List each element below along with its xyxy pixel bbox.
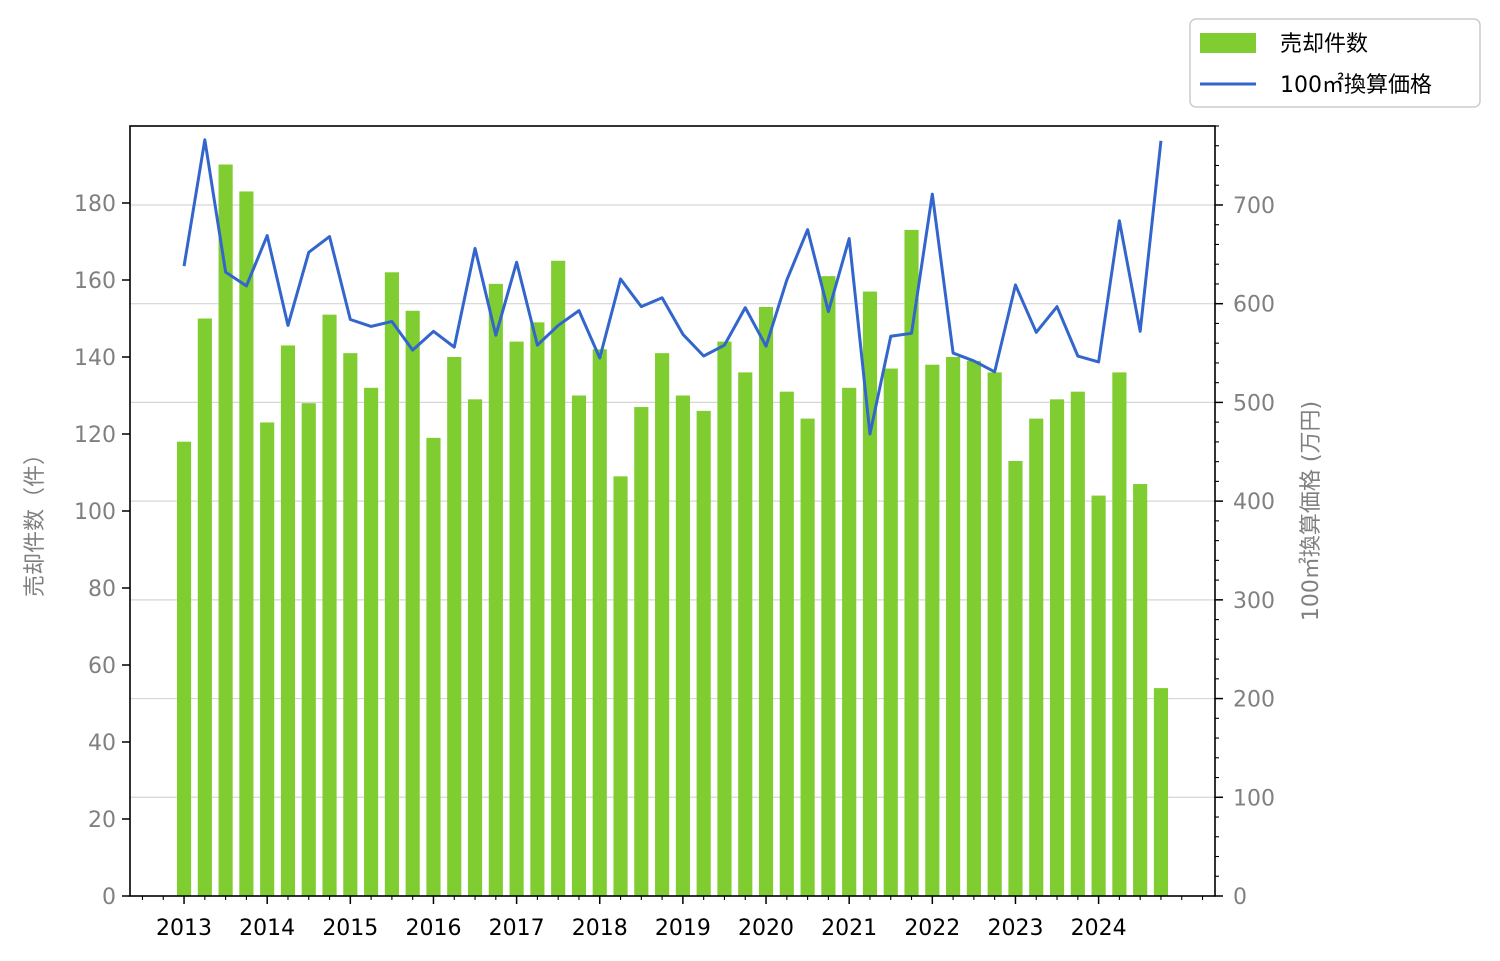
left-tick-label: 100 (74, 500, 116, 525)
bar (1008, 460, 1023, 896)
bar (176, 441, 192, 896)
right-axis-ticks: 0 100 200 300 400 500 600 700 (1215, 125, 1275, 910)
x-axis-ticks: 2013 2014 2015 2016 2017 2018 2019 2020 2021 2022… (141, 896, 1204, 941)
bar (904, 229, 919, 896)
left-axis-label: 売却件数（件） (23, 443, 48, 597)
bar (1091, 495, 1106, 896)
right-tick-label: 100 (1233, 786, 1275, 811)
left-tick-label: 20 (88, 808, 116, 833)
bar (467, 399, 483, 896)
bar (862, 291, 878, 896)
x-tick-label: 2021 (821, 916, 877, 941)
bar (488, 283, 503, 897)
bar (239, 191, 254, 896)
right-tick-label: 400 (1233, 490, 1275, 515)
legend-bar-swatch (1200, 33, 1256, 53)
bar (571, 395, 587, 896)
legend-box (1189, 18, 1481, 108)
bar (447, 357, 462, 896)
bar (758, 306, 774, 896)
bar (925, 364, 940, 896)
x-tick-label: 2020 (738, 916, 794, 941)
x-tick-label: 2024 (1071, 916, 1127, 941)
x-tick-label: 2022 (904, 916, 960, 941)
bar (260, 422, 275, 896)
bar (1070, 391, 1085, 896)
bar (509, 341, 524, 897)
bar (384, 272, 399, 896)
bar (800, 418, 815, 896)
bar (779, 391, 794, 896)
bar (322, 314, 337, 896)
bar (987, 372, 1002, 896)
bar (551, 260, 566, 896)
bar (717, 341, 732, 897)
bar (1112, 372, 1127, 896)
legend: 売却件数 100㎡換算価格 (1189, 18, 1481, 108)
bar (738, 372, 753, 896)
bar (1029, 418, 1044, 896)
bar (301, 403, 316, 896)
bar (696, 410, 711, 896)
left-tick-label: 0 (102, 885, 116, 910)
bar (1133, 484, 1148, 896)
bar (966, 360, 981, 897)
bar (675, 395, 690, 896)
legend-label-price: 100㎡換算価格 (1280, 72, 1432, 98)
left-axis-ticks: 0 20 40 60 80 100 120 140 160 180 (74, 192, 130, 910)
right-tick-label: 500 (1233, 391, 1275, 416)
bar (883, 368, 898, 896)
left-tick-label: 80 (88, 577, 116, 602)
bar (405, 310, 420, 896)
right-tick-label: 200 (1233, 688, 1275, 713)
x-tick-label: 2019 (655, 916, 711, 941)
right-tick-label: 600 (1233, 293, 1275, 318)
right-tick-label: 300 (1233, 589, 1275, 614)
bar (426, 437, 441, 896)
x-tick-label: 2018 (572, 916, 628, 941)
x-tick-label: 2023 (987, 916, 1043, 941)
x-tick-label: 2016 (405, 916, 461, 941)
bar-series (176, 164, 1169, 897)
bar (1153, 688, 1169, 896)
left-tick-label: 40 (88, 731, 116, 756)
bar (530, 322, 545, 897)
legend-label-sales-count: 売却件数 (1280, 32, 1368, 57)
left-tick-label: 120 (74, 423, 116, 448)
bar (364, 387, 379, 896)
bar (821, 276, 836, 896)
bar (218, 164, 233, 896)
left-tick-label: 140 (74, 346, 116, 371)
right-tick-label: 0 (1233, 885, 1247, 910)
bar (197, 318, 212, 896)
bar (280, 345, 296, 896)
bar (634, 407, 649, 896)
bar (343, 353, 358, 896)
x-tick-label: 2017 (489, 916, 545, 941)
bar (842, 387, 857, 896)
right-tick-label: 700 (1233, 194, 1275, 219)
bar (655, 353, 670, 896)
x-tick-label: 2015 (322, 916, 378, 941)
left-tick-label: 180 (74, 192, 116, 217)
x-tick-label: 2013 (156, 916, 212, 941)
left-tick-label: 60 (88, 654, 116, 679)
bar (592, 349, 607, 896)
price-line (182, 138, 1163, 436)
bar (613, 476, 628, 896)
right-axis-label: 100㎡換算価格 (万円) (1298, 401, 1324, 621)
bar (946, 357, 961, 896)
left-tick-label: 160 (74, 269, 116, 294)
line-series (182, 138, 1163, 436)
bar (1049, 399, 1065, 896)
x-tick-label: 2014 (239, 916, 295, 941)
